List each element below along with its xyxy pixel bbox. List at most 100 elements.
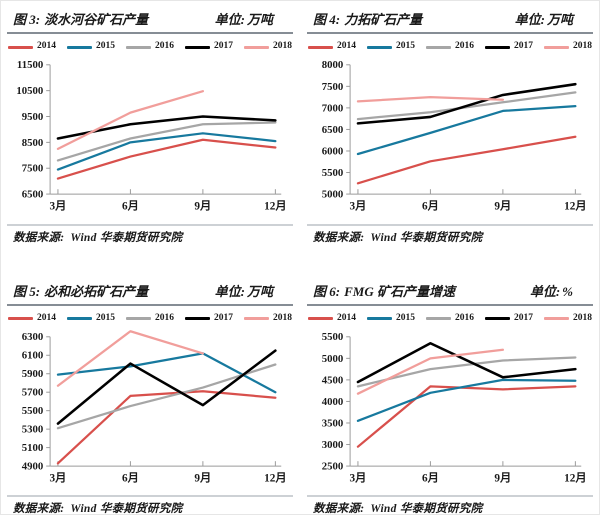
series-line-2017 — [356, 341, 577, 383]
figure-label: 图 6: — [313, 283, 341, 299]
panel-header: 图 6: FMG 矿石产量增速 单位:% — [307, 277, 593, 302]
y-tick-label: 6300 — [22, 331, 44, 343]
legend-swatch-2018 — [544, 317, 569, 320]
legend-label: 2018 — [573, 312, 592, 323]
source-value: Wind 华泰期货研究院 — [70, 503, 183, 515]
legend-item-2016: 2016 — [126, 42, 174, 52]
chart-title: 图 3: 淡水河谷矿石产量 — [13, 9, 152, 28]
y-tick-label: 5000 — [322, 189, 344, 201]
source-label: 数据来源: — [13, 231, 65, 244]
legend-item-2017: 2017 — [485, 42, 533, 52]
x-tick-label: 3月 — [349, 200, 366, 213]
chart-unit: 单位:% — [530, 281, 575, 300]
figure-label: 图 4: — [313, 12, 341, 27]
y-tick-label: 8000 — [322, 59, 344, 71]
chart-title: 图 6: FMG 矿石产量增速 — [313, 281, 459, 300]
legend-label: 2016 — [455, 41, 474, 52]
legend-swatch-2014 — [308, 317, 333, 320]
data-source: 数据来源: Wind 华泰期货研究院 — [307, 497, 593, 518]
series-line-2018 — [56, 329, 205, 387]
legend-swatch-2017 — [485, 317, 510, 320]
legend-label: 2016 — [455, 312, 474, 323]
figure-label: 图 3: — [13, 12, 41, 27]
legend-item-2015: 2015 — [367, 42, 415, 52]
source-value: Wind 华泰期货研究院 — [370, 503, 483, 515]
source-label: 数据来源: — [313, 503, 365, 515]
source-divider — [307, 495, 593, 497]
chart-legend: 2014 2015 2016 2017 2018 — [7, 41, 293, 53]
legend-item-2017: 2017 — [185, 313, 233, 324]
y-tick-label: 5500 — [22, 405, 44, 417]
legend-swatch-2015 — [367, 45, 392, 49]
y-tick-label: 7500 — [322, 81, 344, 93]
legend-swatch-2016 — [426, 45, 451, 49]
legend-label: 2018 — [573, 41, 592, 52]
legend-item-2015: 2015 — [67, 42, 115, 52]
chart-title: 图 4: 力拓矿石产量 — [313, 9, 426, 28]
series-line-2017 — [356, 82, 577, 125]
legend-label: 2016 — [155, 41, 174, 52]
legend-item-2015: 2015 — [367, 313, 415, 324]
legend-swatch-2016 — [126, 317, 151, 320]
line-chart: 6500 7500 8500 9500 10500 11500 3月 6月 9月 12月 — [16, 59, 286, 213]
chart-legend: 2014 2015 2016 2017 2018 — [307, 313, 593, 325]
legend-item-2018: 2018 — [544, 312, 592, 324]
chart-panel-fig3: 图 3: 淡水河谷矿石产量 单位: 万吨 2014 2015 2016 2017 2018 … — [7, 5, 293, 247]
line-chart: 5000 5500 6000 6500 7000 7500 8000 3月 6月 9月 12月 — [322, 59, 587, 213]
x-tick-label: 6月 — [122, 200, 139, 213]
y-tick-label: 7500 — [22, 163, 44, 175]
figure-title: FMG 矿石产量增速 — [344, 283, 455, 299]
legend-label: 2014 — [37, 41, 56, 52]
x-tick-label: 12月 — [564, 200, 587, 213]
y-tick-label: 3000 — [322, 438, 344, 450]
series-line-2016 — [56, 121, 277, 162]
legend-swatch-2016 — [126, 45, 151, 49]
y-tick-label: 6100 — [22, 349, 44, 361]
series-line-2017 — [56, 348, 277, 425]
y-tick-label: 4000 — [322, 395, 344, 407]
legend-label: 2014 — [37, 312, 56, 323]
source-divider — [307, 223, 593, 226]
y-tick-label: 10500 — [16, 85, 43, 97]
figure-label: 图 5: — [13, 283, 41, 299]
figure-title: 力拓矿石产量 — [344, 12, 423, 27]
y-tick-label: 5500 — [322, 167, 344, 179]
panel-header: 图 5: 必和必拓矿石产量 单位: 万吨 — [7, 277, 293, 302]
series-line-2018 — [356, 95, 505, 103]
legend-label: 2018 — [273, 312, 292, 323]
x-tick-label: 3月 — [49, 471, 66, 484]
series-line-2018 — [56, 90, 205, 150]
legend-swatch-2014 — [8, 45, 33, 49]
legend-item-2017: 2017 — [185, 42, 233, 52]
source-value: Wind 华泰期货研究院 — [70, 231, 183, 244]
legend-item-2018: 2018 — [244, 312, 292, 324]
legend-label: 2017 — [214, 41, 233, 52]
x-tick-label: 12月 — [564, 471, 587, 484]
y-tick-label: 2500 — [322, 460, 344, 472]
legend-swatch-2014 — [8, 317, 33, 320]
unit-label: 单位: — [529, 283, 561, 299]
legend-item-2017: 2017 — [485, 313, 533, 324]
y-tick-label: 6500 — [22, 189, 44, 201]
series-line-2014 — [356, 384, 577, 448]
panel-header: 图 3: 淡水河谷矿石产量 单位: 万吨 — [7, 5, 293, 30]
figure-title: 必和必拓矿石产量 — [44, 283, 149, 299]
title-divider — [307, 303, 593, 306]
y-tick-label: 5300 — [22, 423, 44, 435]
chart-panel-fig4: 图 4: 力拓矿石产量 单位: 万吨 2014 2015 2016 2017 2018 50… — [307, 5, 593, 247]
y-tick-label: 9500 — [22, 111, 44, 123]
panel-header: 图 4: 力拓矿石产量 单位: 万吨 — [307, 5, 593, 30]
unit-label: 单位: — [214, 283, 245, 299]
series-line-2015 — [56, 351, 277, 393]
legend-item-2016: 2016 — [126, 313, 174, 324]
source-divider — [7, 495, 293, 497]
chart-unit: 单位: 万吨 — [515, 9, 575, 28]
data-source: 数据来源: Wind 华泰期货研究院 — [7, 226, 293, 247]
source-label: 数据来源: — [13, 503, 65, 515]
x-tick-label: 3月 — [49, 200, 66, 213]
legend-label: 2015 — [396, 41, 415, 52]
legend-swatch-2015 — [67, 317, 92, 320]
chart-unit: 单位: 万吨 — [215, 9, 275, 28]
x-tick-label: 6月 — [122, 471, 139, 484]
